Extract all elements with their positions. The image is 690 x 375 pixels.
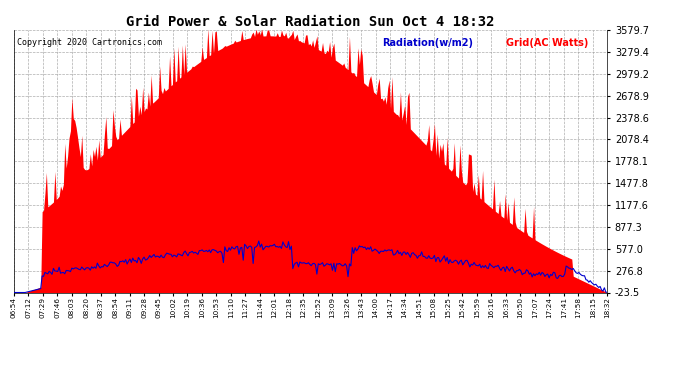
Text: Copyright 2020 Cartronics.com: Copyright 2020 Cartronics.com [17, 38, 161, 47]
Text: Radiation(w/m2): Radiation(w/m2) [382, 38, 473, 48]
Title: Grid Power & Solar Radiation Sun Oct 4 18:32: Grid Power & Solar Radiation Sun Oct 4 1… [126, 15, 495, 29]
Text: Grid(AC Watts): Grid(AC Watts) [506, 38, 589, 48]
